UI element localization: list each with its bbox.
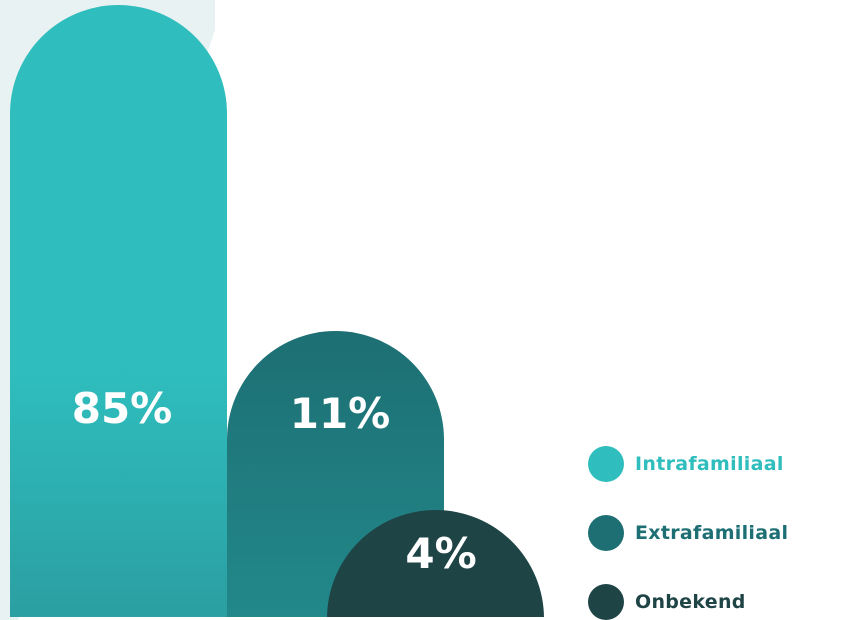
legend-label: Extrafamiliaal: [635, 522, 788, 544]
legend-dot: [588, 446, 624, 482]
legend-dot: [588, 584, 624, 620]
legend-label: Onbekend: [635, 591, 746, 613]
data-label-onbekend: 4%: [405, 529, 476, 578]
legend-item-onbekend: Onbekend: [588, 584, 788, 620]
bar-intrafamiliaal: [10, 5, 227, 617]
legend-dot: [588, 515, 624, 551]
legend: Intrafamiliaal Extrafamiliaal Onbekend: [588, 446, 788, 620]
legend-item-intrafamiliaal: Intrafamiliaal: [588, 446, 788, 482]
legend-label: Intrafamiliaal: [635, 453, 784, 475]
data-label-extrafamiliaal: 11%: [290, 389, 391, 438]
legend-item-extrafamiliaal: Extrafamiliaal: [588, 515, 788, 551]
data-label-intrafamiliaal: 85%: [72, 384, 173, 433]
